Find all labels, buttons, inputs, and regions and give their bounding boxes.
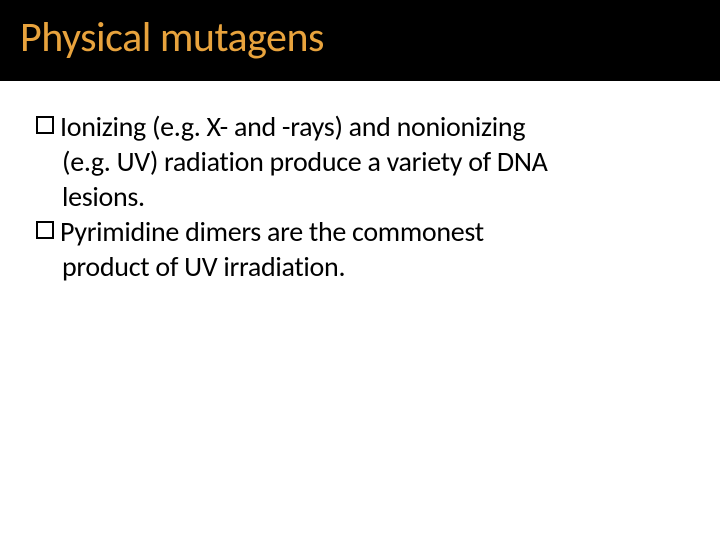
bullet-text: Pyrimidine dimers are the commonest xyxy=(60,214,484,249)
square-bullet-icon xyxy=(36,116,54,134)
slide-body: Ionizing (e.g. X- and -rays) and nonioni… xyxy=(0,81,720,284)
bullet-item: Pyrimidine dimers are the commonest xyxy=(36,214,684,249)
bullet-item: Ionizing (e.g. X- and -rays) and nonioni… xyxy=(36,109,684,144)
title-bar: Physical mutagens xyxy=(0,0,720,81)
bullet-text-continued: product of UV irradiation. xyxy=(36,249,684,284)
bullet-text: Ionizing (e.g. X- and -rays) and nonioni… xyxy=(60,109,525,144)
slide-title: Physical mutagens xyxy=(20,12,700,63)
slide: Physical mutagens Ionizing (e.g. X- and … xyxy=(0,0,720,540)
bullet-text-continued: lesions. xyxy=(36,179,684,214)
bullet-text-continued: (e.g. UV) radiation produce a variety of… xyxy=(36,144,684,179)
square-bullet-icon xyxy=(36,221,54,239)
